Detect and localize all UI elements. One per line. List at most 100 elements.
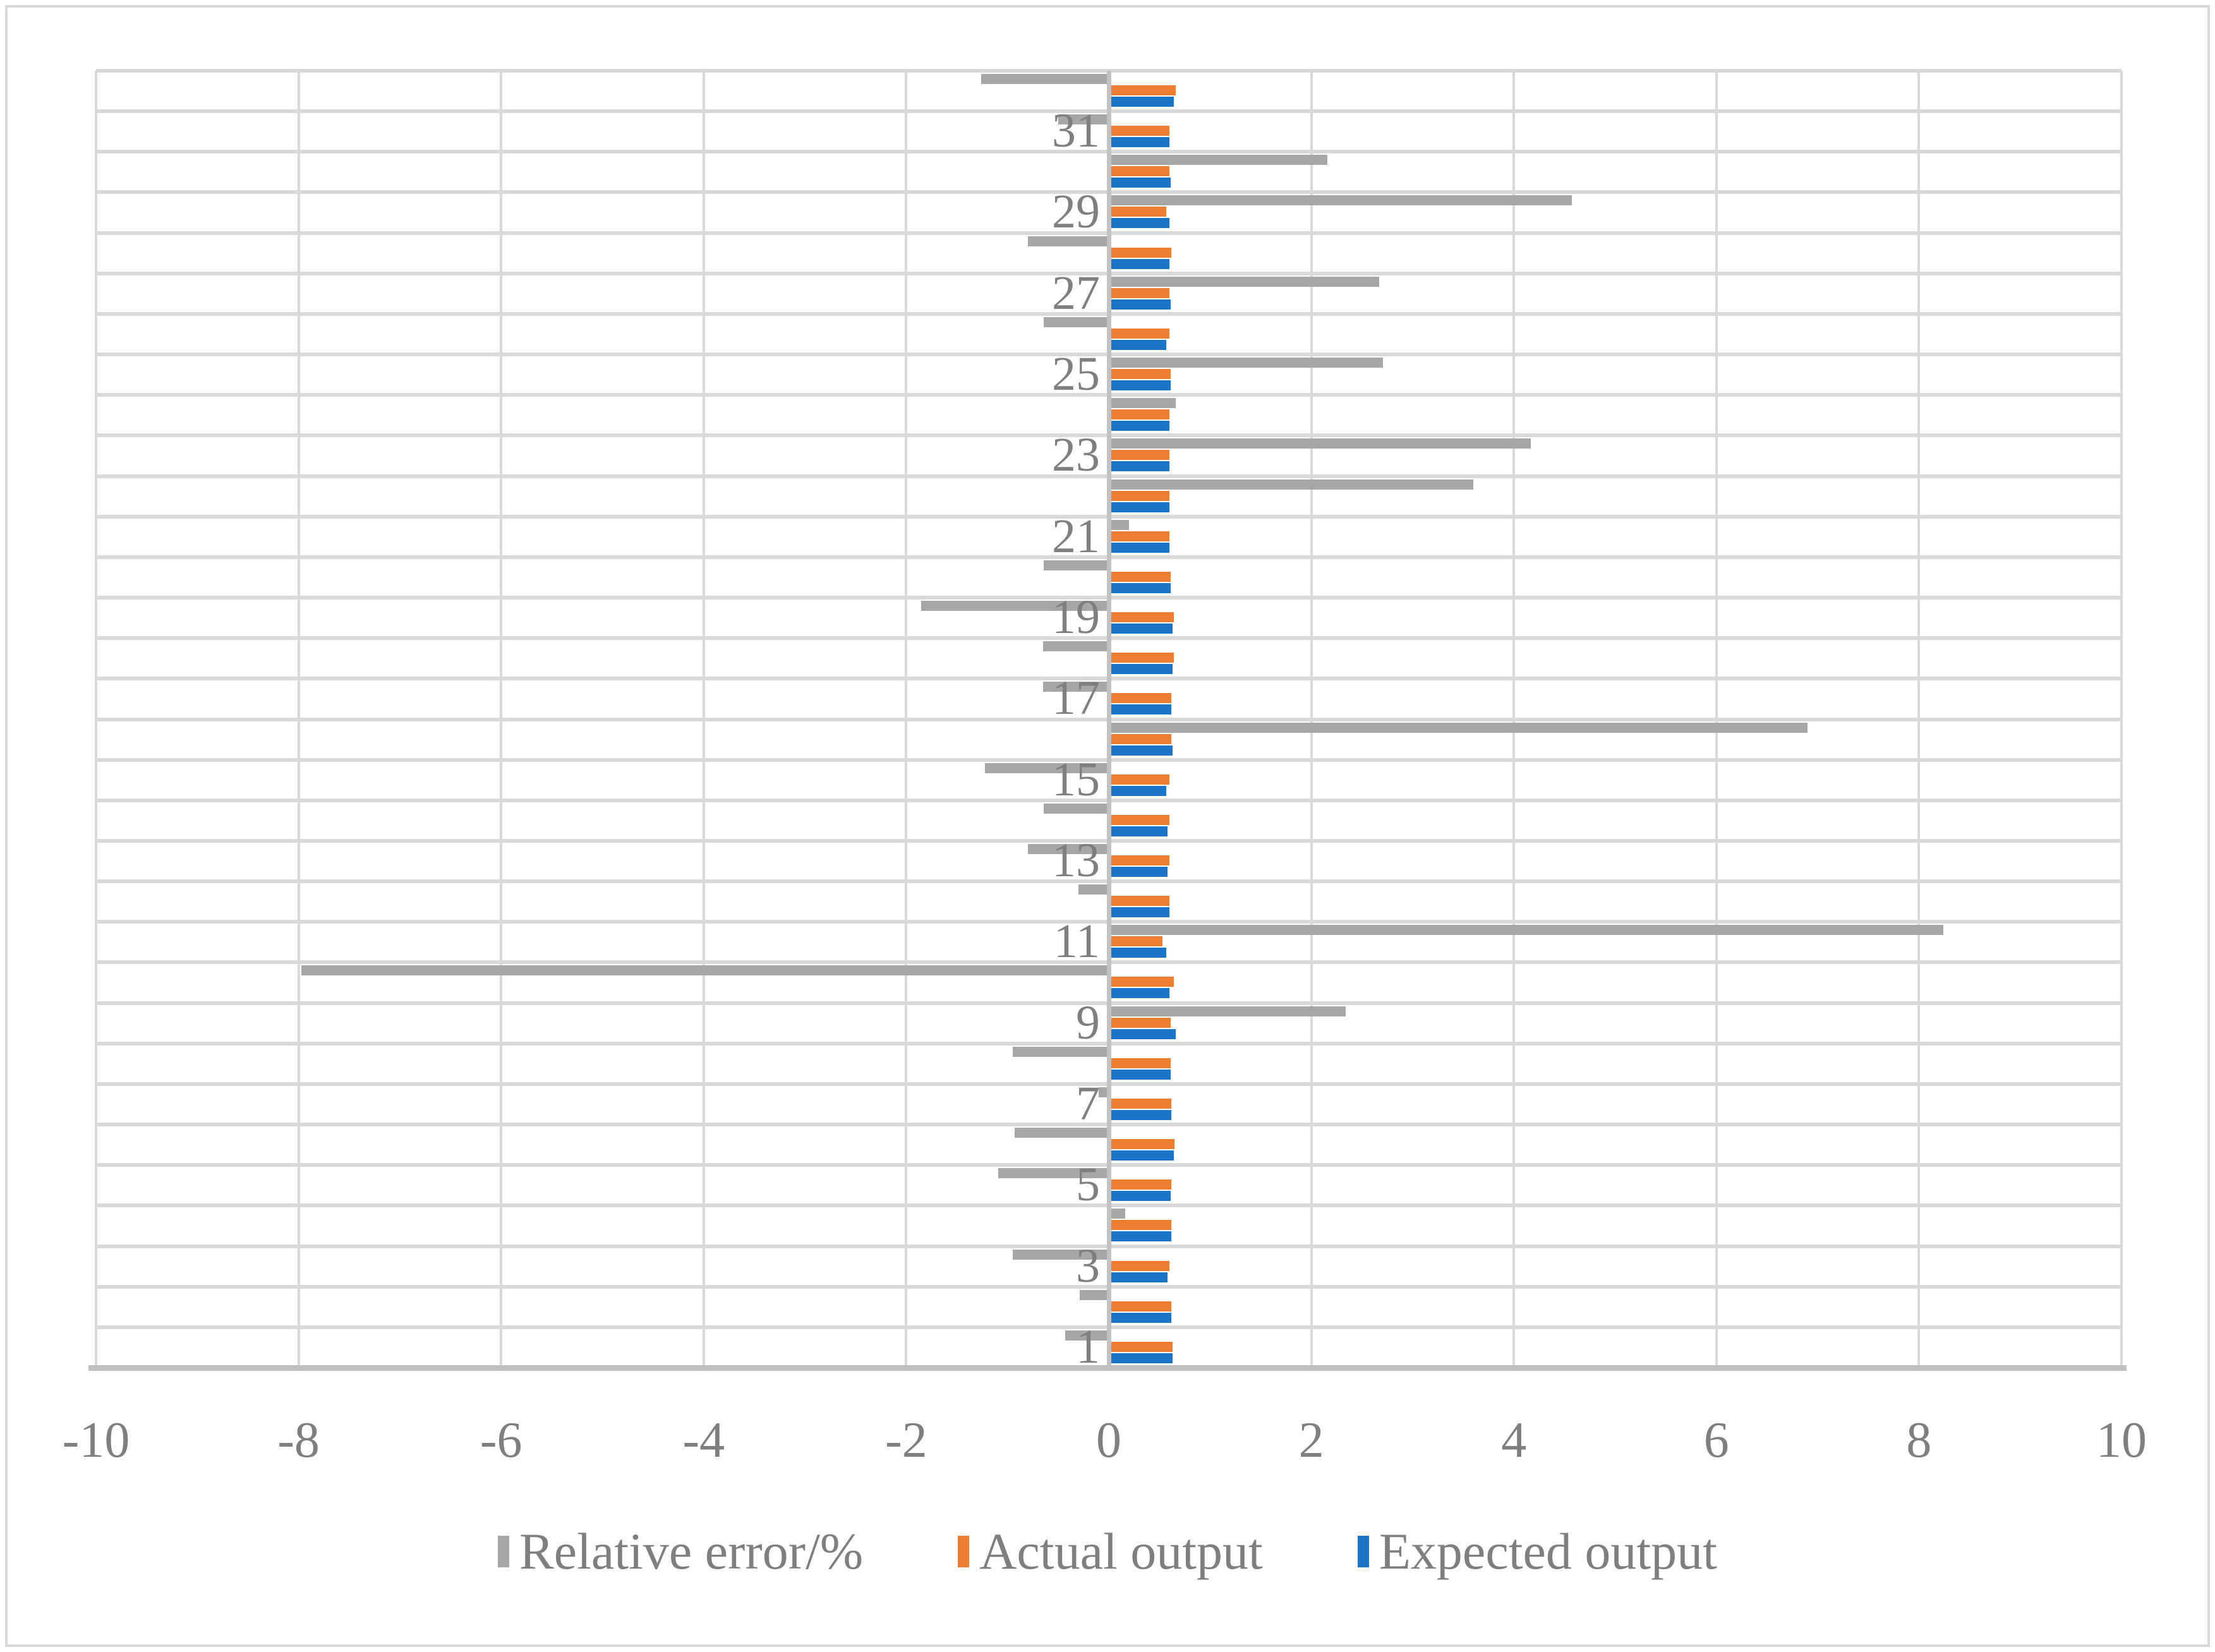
category-label: 19: [1052, 591, 1100, 644]
category-label: 1: [1076, 1320, 1100, 1373]
category-label: 31: [1052, 104, 1100, 158]
bar: [1109, 1312, 1172, 1323]
grid-line-v: [500, 71, 503, 1368]
bar: [1109, 722, 1808, 733]
bar: [1109, 438, 1531, 449]
legend-label: Relative error/%: [519, 1522, 864, 1580]
bar: [1109, 339, 1167, 350]
bar: [1109, 166, 1170, 177]
bar: [1109, 369, 1171, 380]
bar: [1109, 948, 1167, 958]
bar: [1109, 1231, 1172, 1242]
bar: [1044, 317, 1109, 327]
bar: [1065, 1330, 1109, 1341]
bar: [1109, 178, 1171, 188]
bar: [1109, 1272, 1168, 1282]
category-label: 11: [1053, 915, 1100, 968]
bar: [1109, 276, 1379, 287]
category-label: 17: [1052, 672, 1100, 725]
grid-line-v: [1512, 71, 1516, 1368]
bar: [1109, 247, 1172, 258]
bar: [1109, 582, 1171, 593]
bar: [1109, 380, 1171, 391]
category-label: 29: [1052, 185, 1100, 239]
bar: [1109, 977, 1174, 987]
bar: [1027, 236, 1109, 246]
x-tick-label: -6: [480, 1413, 522, 1468]
bar: [1012, 1249, 1109, 1260]
bar: [1109, 653, 1174, 663]
bar: [1109, 1139, 1175, 1150]
bar: [1058, 114, 1109, 125]
bar: [1109, 155, 1328, 166]
bar: [1109, 207, 1167, 217]
bar: [1109, 907, 1170, 918]
grid-line-v: [1310, 71, 1313, 1368]
bar: [1042, 682, 1109, 692]
bar: [1109, 126, 1170, 136]
legend-swatch-icon: [498, 1536, 510, 1567]
category-label: 3: [1076, 1239, 1100, 1293]
bar: [1109, 542, 1170, 553]
bar: [1109, 1069, 1171, 1080]
bar: [1109, 664, 1173, 675]
category-label: 13: [1052, 833, 1100, 887]
bar: [1109, 97, 1174, 107]
bar: [1109, 612, 1174, 623]
category-label: 25: [1052, 347, 1100, 401]
grid-line-v: [297, 71, 300, 1368]
bar: [1109, 1109, 1172, 1120]
bar: [1044, 803, 1109, 814]
grid-line-v: [95, 71, 97, 1368]
bar: [1109, 745, 1173, 756]
chart-legend: Relative error/% Actual output Expected ou…: [0, 1521, 2215, 1582]
x-tick-label: 4: [1501, 1413, 1527, 1468]
bar: [1079, 1289, 1109, 1300]
bar: [1109, 988, 1170, 999]
bar: [1109, 398, 1176, 409]
bar: [1109, 704, 1172, 715]
bar: [981, 74, 1109, 84]
bar: [1098, 1087, 1109, 1097]
bar: [1109, 1341, 1173, 1352]
bar: [1109, 896, 1170, 907]
legend-item: Relative error/%: [498, 1521, 863, 1582]
bar: [1109, 1017, 1171, 1028]
bar: [1109, 1209, 1125, 1219]
bar: [1012, 1046, 1109, 1057]
category-label: 5: [1076, 1158, 1100, 1212]
category-label: 27: [1052, 266, 1100, 320]
bar: [1014, 1128, 1109, 1138]
bar: [921, 601, 1109, 612]
x-tick-label: -4: [682, 1413, 725, 1468]
bar: [301, 965, 1109, 976]
bar: [1109, 624, 1173, 634]
bar: [1109, 519, 1130, 530]
bar: [1109, 299, 1171, 310]
bar: [1109, 1260, 1170, 1271]
bar: [1109, 814, 1170, 825]
bar: [1109, 287, 1170, 298]
bar: [1109, 195, 1572, 206]
grid-line-v: [1917, 71, 1921, 1368]
legend-item: Expected output: [1357, 1521, 1717, 1582]
legend-label: Expected output: [1379, 1522, 1717, 1580]
bar: [1109, 409, 1170, 420]
bar: [1109, 328, 1170, 339]
bar: [1109, 502, 1170, 512]
bar: [1109, 1301, 1172, 1311]
x-tick-label: -10: [62, 1413, 130, 1468]
bar: [1109, 137, 1170, 148]
bar: [1109, 1220, 1172, 1231]
x-axis-line: [88, 1365, 2127, 1371]
bar: [1109, 1098, 1172, 1109]
bar: [1109, 1006, 1346, 1016]
bar: [1109, 936, 1162, 947]
bar: [1027, 843, 1109, 854]
bar: [1109, 479, 1474, 490]
category-label: 9: [1076, 996, 1100, 1049]
bar: [998, 1168, 1109, 1179]
bar: [1109, 571, 1171, 582]
x-tick-label: 0: [1096, 1413, 1121, 1468]
